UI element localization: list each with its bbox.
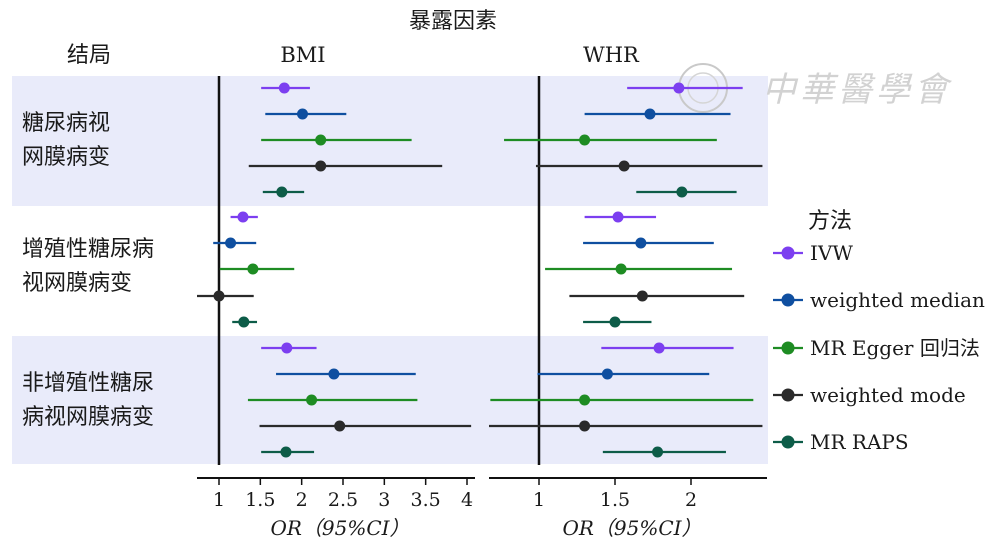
outcome-label: 视网膜病变 — [22, 271, 132, 296]
legend-label: IVW — [810, 241, 853, 265]
or-point — [238, 316, 250, 328]
or-point — [652, 446, 664, 458]
or-point — [296, 108, 308, 120]
or-point — [609, 316, 621, 328]
or-point — [334, 420, 346, 432]
legend-marker — [781, 246, 795, 260]
legend-label: MR Egger 回归法 — [810, 336, 980, 360]
or-point — [579, 420, 591, 432]
or-point — [237, 211, 249, 223]
legend-label: weighted mode — [810, 383, 966, 407]
outcome-heading: 结局 — [67, 43, 111, 68]
or-point — [278, 82, 290, 94]
legend: 方法 IVW weighted median MR Egger 回归法 weighted… — [773, 209, 985, 454]
or-point — [636, 290, 648, 302]
or-point — [315, 160, 327, 172]
watermark: 中華醫學會 — [678, 63, 953, 113]
or-point — [213, 290, 225, 302]
legend-item: weighted median — [773, 288, 985, 312]
x-tick-label: 3 — [378, 489, 390, 511]
or-point — [612, 211, 624, 223]
x-tick-label: 3.5 — [411, 489, 441, 511]
outcome-label: 非增殖性糖尿 — [22, 371, 154, 396]
legend-item: MR RAPS — [773, 430, 909, 454]
x-axis-title: OR（95%CI） — [270, 516, 409, 540]
exposure-title: 暴露因素 — [409, 9, 497, 34]
legend-label: MR RAPS — [810, 430, 909, 454]
x-tick-label: 4 — [461, 489, 473, 511]
or-point — [306, 394, 318, 406]
outcome-label: 病视网膜病变 — [22, 405, 154, 430]
x-axis-title: OR（95%CI） — [562, 516, 701, 540]
or-point — [601, 368, 613, 380]
outcome-label: 网膜病变 — [22, 145, 110, 170]
legend-item: IVW — [773, 241, 853, 265]
panel-title: BMI — [280, 43, 325, 67]
or-point — [653, 342, 665, 354]
x-tick-label: 2.5 — [328, 489, 358, 511]
or-point — [315, 134, 327, 146]
panels: BMI 1 1.5 2 2.5 3 3.5 4 OR（95%CI） WHR 1 1.5 2 OR（95%C… — [197, 43, 767, 540]
legend-marker — [781, 388, 795, 402]
outcome-label: 增殖性糖尿病 — [22, 237, 154, 262]
or-point — [579, 134, 591, 146]
legend-label: weighted median — [810, 288, 985, 312]
or-point — [673, 82, 685, 94]
x-tick-label: 1.5 — [600, 489, 630, 511]
legend-marker — [781, 435, 795, 449]
legend-marker — [781, 341, 795, 355]
panel-bmi: BMI 1 1.5 2 2.5 3 3.5 4 OR（95%CI） — [197, 43, 475, 540]
or-point — [635, 237, 647, 249]
or-point — [328, 368, 340, 380]
or-point — [247, 263, 259, 275]
panel-whr: WHR 1 1.5 2 OR（95%CI） — [489, 43, 767, 540]
or-point — [615, 263, 627, 275]
or-point — [579, 394, 591, 406]
or-point — [280, 446, 292, 458]
legend-item: weighted mode — [773, 383, 966, 407]
x-tick-label: 2 — [685, 489, 697, 511]
legend-item: MR Egger 回归法 — [773, 336, 980, 360]
or-point — [676, 186, 688, 198]
panel-title: WHR — [583, 43, 640, 67]
legend-title: 方法 — [808, 209, 852, 234]
or-point — [644, 108, 656, 120]
watermark-text: 中華醫學會 — [762, 70, 953, 110]
or-point — [618, 160, 630, 172]
x-tick-label: 2 — [296, 489, 308, 511]
x-tick-label: 1.5 — [245, 489, 275, 511]
outcome-label: 糖尿病视 — [22, 111, 110, 136]
x-tick-label: 1 — [213, 489, 225, 511]
or-point — [281, 342, 293, 354]
or-point — [225, 237, 237, 249]
x-tick-label: 1 — [533, 489, 545, 511]
or-point — [276, 186, 288, 198]
legend-marker — [781, 293, 795, 307]
